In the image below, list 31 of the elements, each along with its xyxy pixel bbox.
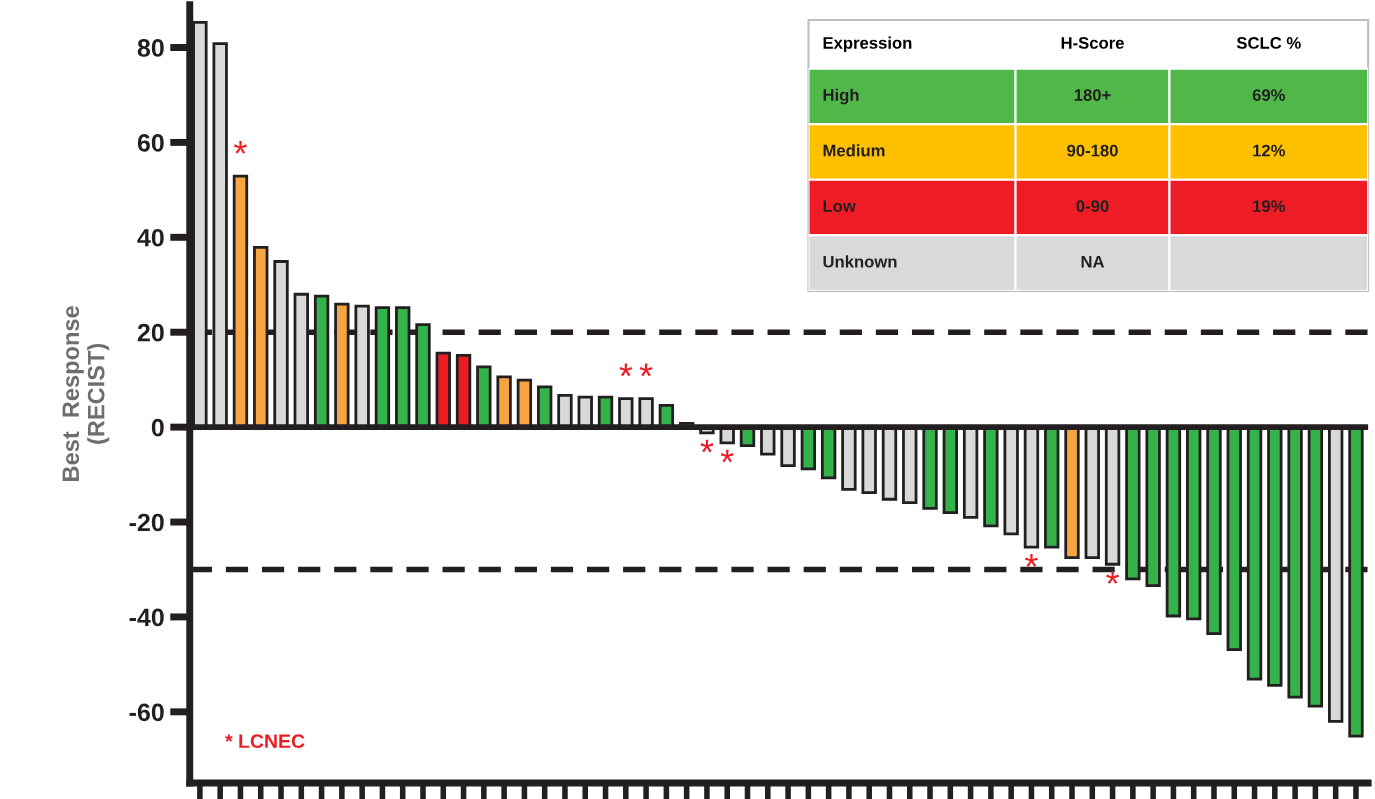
y-tick-label: 60 [137, 134, 164, 152]
annotation: 180+ [1074, 89, 1111, 101]
category-label: Medium [823, 144, 885, 157]
y-tick-label: -40 [129, 608, 164, 627]
annotation: SCLC % [1236, 37, 1301, 49]
data-label: * [700, 439, 714, 453]
category-label: High [823, 88, 859, 105]
y-tick-label: -20 [129, 513, 164, 532]
annotation: 69% [1252, 89, 1286, 101]
annotation: 12% [1253, 144, 1286, 157]
y-tick-label: -60 [129, 703, 164, 722]
annotation: 0-90 [1076, 200, 1109, 213]
y-axis-title: Best Response (RECIST) [62, 306, 110, 481]
data-label: * [619, 363, 633, 377]
annotation: 90-180 [1067, 144, 1118, 157]
data-label: * [234, 140, 247, 154]
data-label: * [639, 363, 653, 377]
data-label: * [720, 449, 734, 463]
y-tick-label: 80 [137, 39, 164, 57]
annotation: NA [1081, 255, 1105, 268]
annotation: H-Score [1061, 37, 1124, 49]
annotation: Expression [823, 36, 912, 53]
y-tick-label: 0 [151, 418, 164, 437]
annotation: * LCNEC [225, 734, 305, 749]
data-label: * [1106, 571, 1120, 584]
category-label: Low [823, 200, 856, 213]
y-tick-label: 40 [137, 228, 164, 247]
category-label: Unknown [823, 255, 897, 268]
annotation: 19% [1253, 200, 1286, 213]
data-label: * [1025, 554, 1038, 567]
y-tick-label: 20 [137, 323, 164, 342]
